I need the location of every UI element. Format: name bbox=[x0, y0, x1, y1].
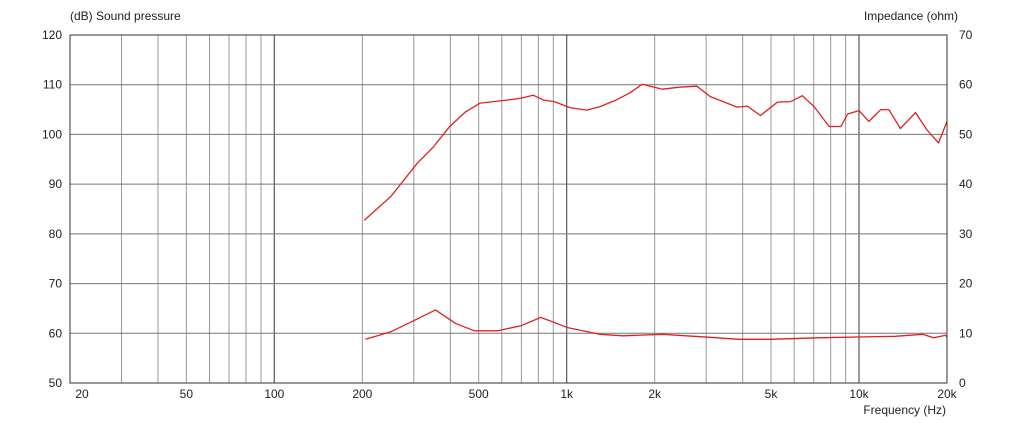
x-axis-title: Frequency (Hz) bbox=[863, 403, 946, 417]
y-tick-label-right: 70 bbox=[959, 28, 973, 42]
y-tick-label-left: 80 bbox=[49, 227, 63, 241]
y-tick-label-left: 120 bbox=[42, 28, 62, 42]
y-tick-label-left: 70 bbox=[49, 277, 63, 291]
x-tick-label: 10k bbox=[849, 387, 869, 401]
y-tick-label-right: 40 bbox=[959, 177, 973, 191]
left-axis-title: (dB) Sound pressure bbox=[70, 9, 181, 23]
y-tick-label-left: 60 bbox=[49, 326, 63, 340]
tick-labels: 50 60 70 80 90 100 110 120 0 10 20 30 40 50 60 70 20 50 10… bbox=[42, 28, 973, 401]
x-tick-label: 500 bbox=[469, 387, 489, 401]
x-tick-label: 50 bbox=[180, 387, 194, 401]
grid bbox=[70, 35, 947, 383]
y-tick-label-left: 50 bbox=[49, 376, 63, 390]
y-tick-label-right: 10 bbox=[959, 326, 973, 340]
y-tick-label-left: 90 bbox=[49, 177, 63, 191]
y-tick-label-left: 100 bbox=[42, 127, 62, 141]
x-tick-label: 1k bbox=[560, 387, 574, 401]
spl-curve bbox=[363, 83, 948, 221]
x-tick-label: 100 bbox=[264, 387, 284, 401]
y-tick-label-left: 110 bbox=[43, 78, 62, 92]
plot-frame bbox=[69, 34, 948, 384]
x-tick-label: 2k bbox=[648, 387, 662, 401]
y-tick-label-right: 60 bbox=[959, 78, 973, 92]
x-tick-label: 5k bbox=[765, 387, 779, 401]
x-tick-label: 200 bbox=[352, 387, 372, 401]
y-tick-label-right: 30 bbox=[959, 227, 973, 241]
y-tick-label-right: 50 bbox=[959, 127, 973, 141]
y-tick-label-right: 20 bbox=[959, 277, 973, 291]
x-tick-label: 20k bbox=[937, 387, 957, 401]
y-tick-label-right: 0 bbox=[959, 376, 966, 390]
impedance-curve bbox=[365, 309, 948, 340]
x-tick-label: 20 bbox=[75, 387, 89, 401]
right-axis-title: Impedance (ohm) bbox=[864, 9, 958, 23]
